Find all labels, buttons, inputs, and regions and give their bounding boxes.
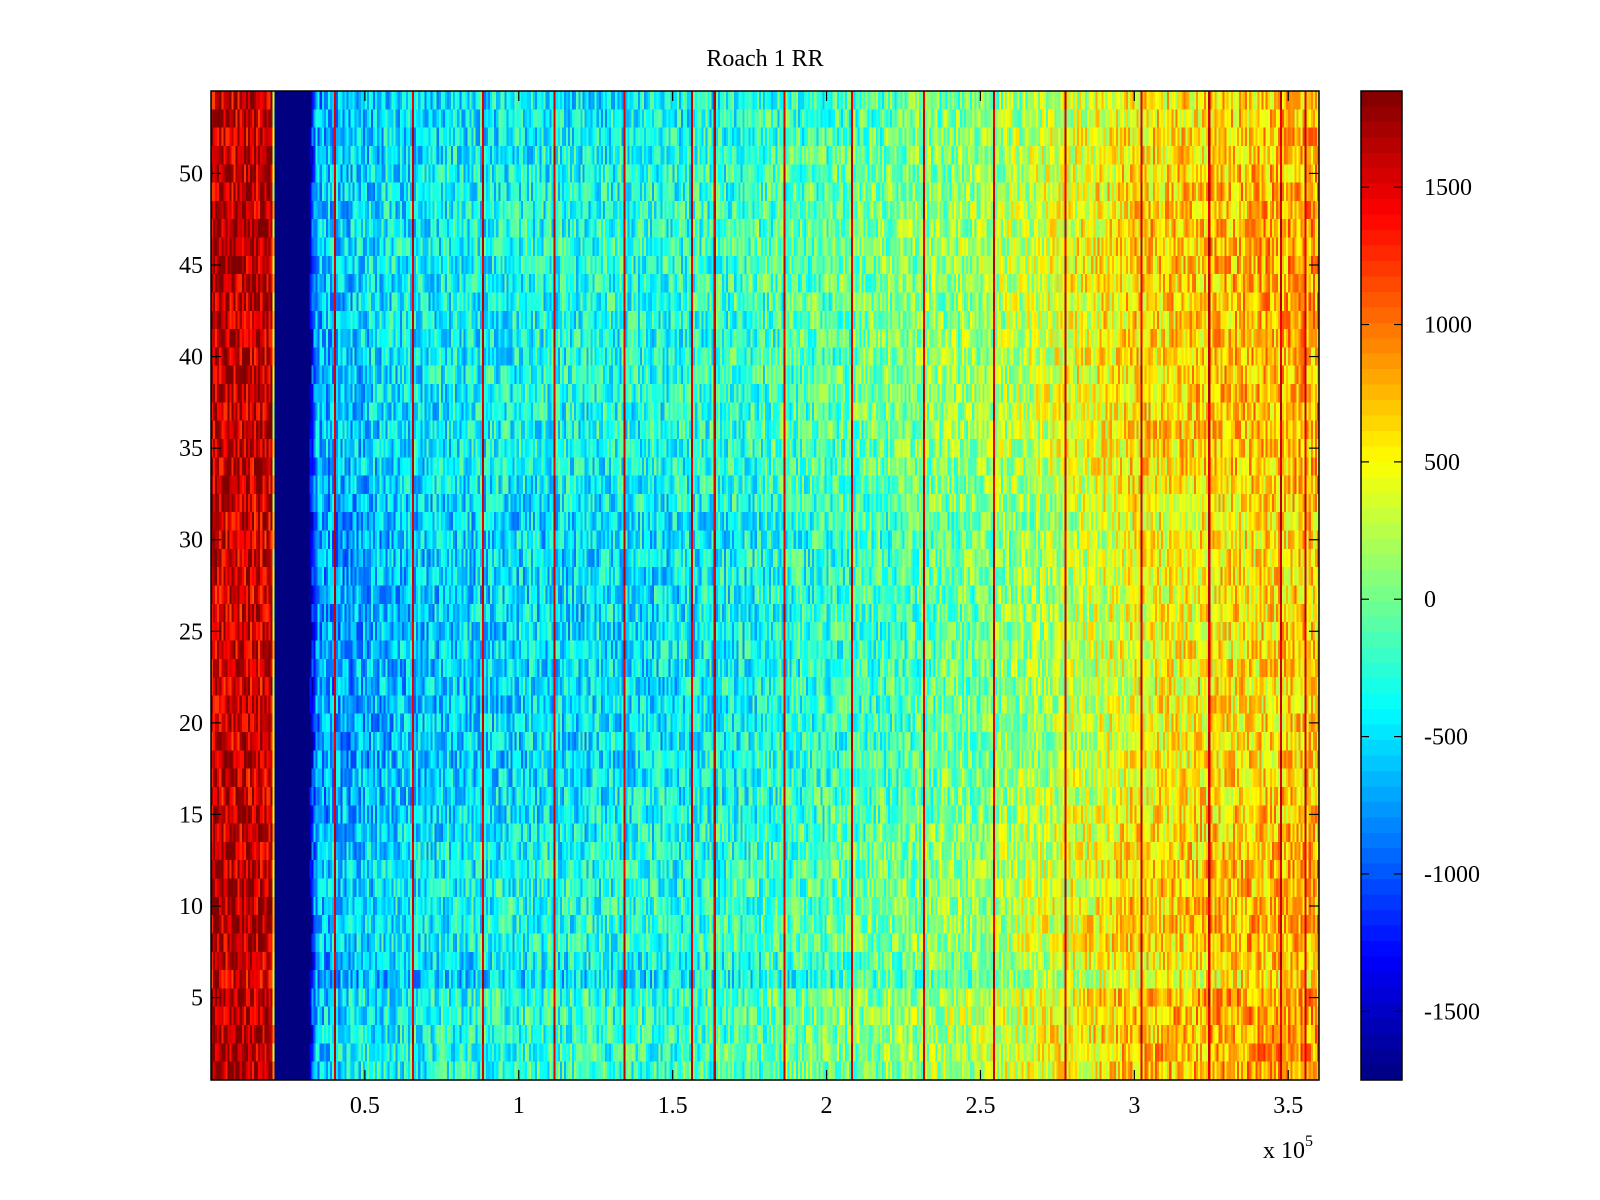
- x-axis: 0.5 1 1.5 2 2.5 3 3.5: [350, 91, 1303, 1119]
- x-tick-label: 0.5: [350, 1093, 380, 1119]
- colorbar-tick-label: 1500: [1424, 175, 1472, 201]
- colorbar-tick-label: -500: [1424, 725, 1468, 751]
- colorbar-gradient: [1361, 91, 1402, 1080]
- colorbar-tick-label: 500: [1424, 450, 1460, 476]
- colorbar-tick-label: -1000: [1424, 862, 1480, 888]
- x-exponent-power: 5: [1305, 1133, 1313, 1150]
- x-tick-label: 2: [821, 1093, 833, 1119]
- y-tick-label: 30: [179, 528, 203, 554]
- y-tick-label: 15: [179, 802, 203, 828]
- y-tick-label: 25: [179, 619, 203, 645]
- x-tick-label: 3: [1128, 1093, 1140, 1119]
- plot-frame: [210, 90, 1320, 1081]
- colorbar-tick-label: -1500: [1424, 999, 1480, 1025]
- y-tick-label: 45: [179, 253, 203, 279]
- heatmap-image: [211, 91, 1319, 1080]
- y-tick-label: 5: [191, 986, 203, 1012]
- colorbar-axis: -1500 -1000 -500 0 500 1000 1500: [1361, 175, 1480, 1025]
- y-tick-label: 10: [179, 894, 203, 920]
- colorbar-tick-label: 0: [1424, 587, 1436, 613]
- x-tick-label: 1: [513, 1093, 525, 1119]
- x-tick-label: 1.5: [658, 1093, 688, 1119]
- x-exponent-label: x 105: [1263, 1133, 1313, 1164]
- y-tick-label: 35: [179, 436, 203, 462]
- chart-title: Roach 1 RR: [706, 46, 823, 72]
- colorbar-tick-label: 1000: [1424, 313, 1472, 339]
- y-axis: 5 10 15 20 25 30 35 40 45 50: [179, 161, 1319, 1012]
- x-tick-label: 3.5: [1273, 1093, 1303, 1119]
- y-tick-label: 20: [179, 711, 203, 737]
- x-tick-label: 2.5: [965, 1093, 995, 1119]
- colorbar-frame: [1360, 90, 1403, 1081]
- y-tick-label: 50: [179, 161, 203, 187]
- x-exponent-base: x 10: [1263, 1138, 1305, 1164]
- y-tick-label: 40: [179, 345, 203, 371]
